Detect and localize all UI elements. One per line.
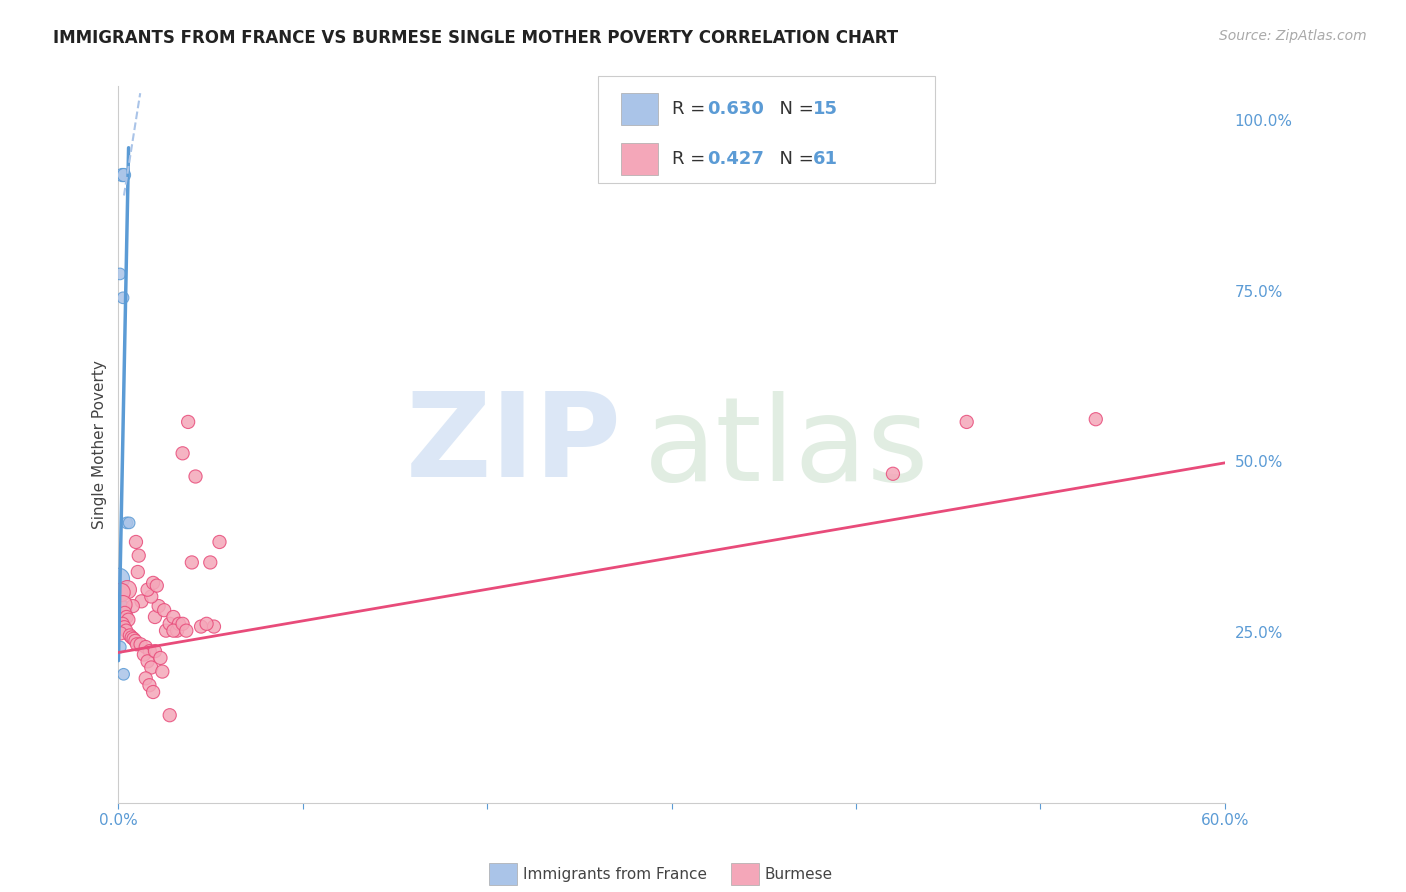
Point	[195, 616, 218, 631]
Point	[139, 644, 162, 658]
Point	[132, 648, 155, 662]
Point	[111, 616, 134, 631]
Point	[125, 637, 148, 651]
Point	[148, 599, 170, 613]
Point	[108, 606, 131, 620]
Point	[882, 467, 904, 481]
Text: N =: N =	[768, 150, 820, 168]
Point	[121, 631, 143, 645]
Point	[129, 637, 152, 651]
Point	[136, 654, 159, 668]
Point	[110, 599, 132, 613]
Point	[141, 660, 163, 674]
Point	[149, 651, 172, 665]
Point	[110, 586, 132, 600]
Point	[166, 624, 188, 638]
Point	[111, 598, 134, 612]
Point	[110, 616, 132, 631]
Point	[153, 603, 176, 617]
Point	[110, 640, 132, 654]
Point	[143, 644, 166, 658]
Point	[111, 599, 134, 613]
Point	[208, 535, 231, 549]
Point	[127, 565, 149, 579]
Point	[162, 624, 184, 638]
Point	[108, 613, 131, 627]
Point	[155, 624, 177, 638]
Point	[190, 619, 212, 633]
Point	[110, 585, 132, 599]
Text: Immigrants from France: Immigrants from France	[523, 867, 707, 881]
Point	[128, 549, 150, 563]
Point	[125, 535, 148, 549]
Point	[184, 469, 207, 483]
Point	[118, 628, 141, 642]
Point	[142, 575, 165, 590]
Point	[135, 672, 157, 686]
Point	[176, 624, 198, 638]
Point	[111, 168, 134, 182]
Point	[167, 616, 190, 631]
Point	[118, 516, 141, 530]
Point	[121, 599, 143, 613]
Point	[122, 632, 145, 646]
Point	[112, 168, 135, 182]
Point	[108, 267, 131, 281]
Text: IMMIGRANTS FROM FRANCE VS BURMESE SINGLE MOTHER POVERTY CORRELATION CHART: IMMIGRANTS FROM FRANCE VS BURMESE SINGLE…	[53, 29, 898, 46]
Point	[956, 415, 979, 429]
Point	[1084, 412, 1107, 426]
Point	[172, 616, 194, 631]
Point	[180, 556, 202, 570]
Point	[177, 415, 200, 429]
Text: ZIP: ZIP	[406, 387, 621, 502]
Point	[115, 516, 138, 530]
Point	[115, 624, 138, 638]
Text: R =: R =	[672, 150, 711, 168]
Point	[159, 616, 181, 631]
Text: N =: N =	[768, 100, 820, 118]
Point	[200, 556, 222, 570]
Point	[131, 594, 153, 608]
Point	[162, 610, 184, 624]
Point	[141, 590, 163, 604]
Y-axis label: Single Mother Poverty: Single Mother Poverty	[93, 360, 107, 529]
Point	[143, 610, 166, 624]
Text: 0.630: 0.630	[707, 100, 763, 118]
Point	[117, 613, 139, 627]
Text: 0.427: 0.427	[707, 150, 763, 168]
Text: Burmese: Burmese	[765, 867, 832, 881]
Point	[108, 572, 131, 586]
Point	[114, 606, 136, 620]
Point	[117, 582, 139, 597]
Point	[172, 446, 194, 460]
Point	[115, 610, 138, 624]
Text: R =: R =	[672, 100, 711, 118]
Point	[150, 665, 173, 679]
Text: 61: 61	[813, 150, 838, 168]
Point	[146, 579, 169, 593]
Point	[112, 291, 135, 305]
Point	[112, 667, 135, 681]
Text: Source: ZipAtlas.com: Source: ZipAtlas.com	[1219, 29, 1367, 43]
Point	[136, 582, 159, 597]
Point	[110, 626, 132, 640]
Point	[112, 620, 135, 634]
Point	[159, 708, 181, 723]
Point	[202, 619, 225, 633]
Text: atlas: atlas	[644, 391, 929, 506]
Point	[138, 678, 160, 692]
Text: 15: 15	[813, 100, 838, 118]
Point	[142, 685, 165, 699]
Point	[124, 633, 146, 648]
Point	[135, 640, 157, 654]
